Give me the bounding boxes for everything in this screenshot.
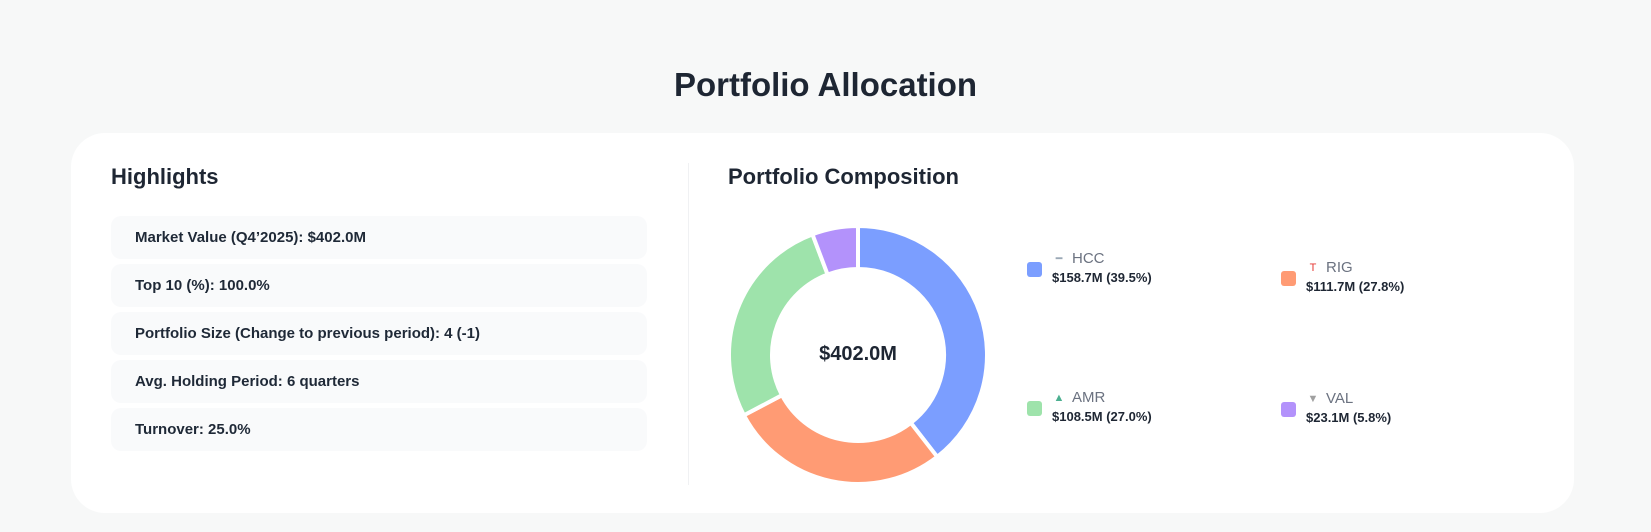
composition-title: Portfolio Composition bbox=[728, 164, 959, 189]
legend-ticker: RIG bbox=[1326, 259, 1353, 276]
legend-ticker: VAL bbox=[1326, 390, 1354, 407]
legend-value: $108.5M (27.0%) bbox=[1052, 409, 1152, 424]
legend-ticker: AMR bbox=[1072, 389, 1106, 406]
legend-swatch bbox=[1281, 271, 1296, 286]
legend-value: $158.7M (39.5%) bbox=[1052, 270, 1152, 285]
legend-item-hcc: ━ HCC $158.7M (39.5%) bbox=[1027, 250, 1152, 285]
highlight-item: Top 10 (%): 100.0% bbox=[111, 264, 647, 307]
donut-center-label: $402.0M bbox=[819, 343, 897, 365]
amr-logo-icon: ▲ bbox=[1053, 391, 1065, 404]
rig-logo-icon: T bbox=[1309, 261, 1317, 274]
highlights-title: Highlights bbox=[111, 164, 219, 189]
legend-item-amr: ▲ AMR $108.5M (27.0%) bbox=[1027, 389, 1152, 424]
donut-slice-hcc[interactable] bbox=[856, 224, 989, 459]
divider bbox=[688, 163, 689, 485]
highlight-item: Market Value (Q4’2025): $402.0M bbox=[111, 216, 647, 259]
legend-item-rig: T RIG $111.7M (27.8%) bbox=[1281, 259, 1404, 294]
donut-chart bbox=[727, 224, 989, 486]
allocation-card: Highlights Market Value (Q4’2025): $402.… bbox=[71, 133, 1574, 513]
legend-item-val: ▼ VAL $23.1M (5.8%) bbox=[1281, 390, 1391, 425]
legend-value: $111.7M (27.8%) bbox=[1306, 279, 1405, 294]
hcc-logo-icon: ━ bbox=[1055, 253, 1063, 265]
donut-slice-val[interactable] bbox=[810, 224, 860, 277]
legend-swatch bbox=[1281, 402, 1296, 417]
donut-slice-amr[interactable] bbox=[727, 232, 830, 418]
legend-ticker: HCC bbox=[1072, 250, 1105, 267]
val-logo-icon: ▼ bbox=[1307, 392, 1319, 405]
highlight-item: Avg. Holding Period: 6 quarters bbox=[111, 360, 647, 403]
donut-slice-rig[interactable] bbox=[741, 393, 940, 486]
page-title: Portfolio Allocation bbox=[673, 66, 978, 103]
highlight-item: Turnover: 25.0% bbox=[111, 408, 647, 451]
highlight-item: Portfolio Size (Change to previous perio… bbox=[111, 312, 647, 355]
legend-swatch bbox=[1027, 262, 1042, 277]
highlights-list: Market Value (Q4’2025): $402.0M Top 10 (… bbox=[111, 216, 647, 456]
legend-value: $23.1M (5.8%) bbox=[1306, 410, 1392, 425]
legend-swatch bbox=[1027, 401, 1042, 416]
